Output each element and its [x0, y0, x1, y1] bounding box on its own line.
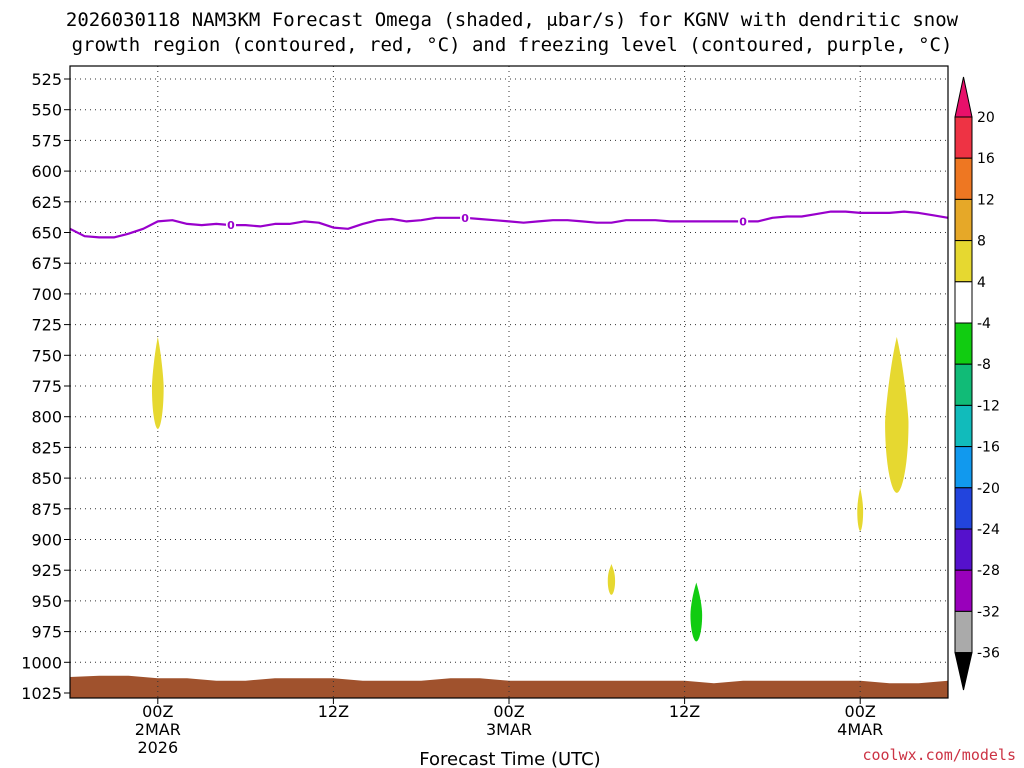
colorbar-swatch-4	[954, 281, 973, 324]
y-tick-label-1025: 1025	[21, 684, 62, 703]
freezing-level-layer: 0 0 0	[69, 210, 949, 239]
credit-text: coolwx.com/models	[862, 746, 1016, 764]
y-tick-label-850: 850	[31, 469, 62, 488]
colorbar-swatch-1	[954, 157, 973, 200]
y-tick-label-875: 875	[31, 500, 62, 519]
freezing-level-label-1: 0	[461, 212, 469, 225]
colorbar-label-11: -28	[977, 563, 1000, 579]
y-tick-label-750: 750	[31, 346, 62, 365]
y-tick-label-975: 975	[31, 623, 62, 642]
y-tick-label-525: 525	[31, 70, 62, 89]
x-tick-label-36-0: 12Z	[669, 702, 700, 721]
y-tick-label-600: 600	[31, 162, 62, 181]
y-tick-label-950: 950	[31, 592, 62, 611]
y-tick-label-1000: 1000	[21, 653, 62, 672]
freezing-level-label-2: 0	[739, 215, 747, 228]
colorbar-bottom-arrow	[954, 652, 973, 691]
x-tick-label-24-0: 00Z	[493, 702, 524, 721]
colorbar-swatch-5	[954, 322, 973, 365]
colorbar-swatch-2	[954, 198, 973, 242]
colorbar-label-9: -20	[977, 481, 1000, 497]
y-tick-label-900: 900	[31, 531, 62, 550]
x-tick-label-48-1: 4MAR	[837, 720, 883, 739]
omega-ascent-region-3	[607, 564, 616, 595]
y-tick-label-825: 825	[31, 438, 62, 457]
x-tick-label-24-1: 3MAR	[486, 720, 532, 739]
colorbar-label-1: 16	[977, 151, 995, 167]
colorbar-label-4: 4	[977, 275, 986, 291]
freezing-label-bg-1	[460, 211, 471, 224]
y-tick-label-650: 650	[31, 224, 62, 243]
omega-descent-region-4	[690, 582, 703, 642]
y-tick-label-700: 700	[31, 285, 62, 304]
x-tick-label-0-2: 2026	[137, 738, 178, 757]
y-tick-label-725: 725	[31, 316, 62, 335]
y-tick-label-550: 550	[31, 101, 62, 120]
colorbar-swatch-12	[954, 610, 973, 654]
x-tick-label-48-0: 00Z	[845, 702, 876, 721]
colorbar-label-8: -16	[977, 440, 1000, 456]
y-tick-label-775: 775	[31, 377, 62, 396]
x-axis-label: Forecast Time (UTC)	[419, 749, 600, 768]
title-line-1: 2026030118 NAM3KM Forecast Omega (shaded…	[66, 9, 959, 31]
freezing-label-bg-0	[225, 219, 236, 232]
colorbar-swatch-6	[954, 363, 973, 406]
y-tick-label-625: 625	[31, 193, 62, 212]
colorbar-label-5: -4	[977, 316, 991, 332]
y-tick-label-800: 800	[31, 408, 62, 427]
colorbar-swatch-0	[954, 116, 973, 159]
colorbar-top-arrow	[954, 76, 973, 118]
colorbar-legend: 20 16 12 8 4 -4 -8 -12 -16 -20 -24 -28 -32 -36	[954, 76, 1000, 691]
colorbar-label-7: -12	[977, 398, 1000, 414]
colorbar-label-6: -8	[977, 357, 991, 373]
colorbar-label-3: 8	[977, 234, 986, 250]
colorbar-swatch-10	[954, 528, 973, 571]
freezing-level-line	[69, 210, 949, 239]
title-line-2: growth region (contoured, red, °C) and f…	[72, 34, 953, 56]
colorbar-label-13: -36	[977, 646, 1000, 662]
freezing-label-bg-2	[738, 215, 749, 228]
omega-ascent-region-1	[885, 336, 909, 493]
y-tick-label-575: 575	[31, 131, 62, 150]
x-tick-label-0-1: 2MAR	[135, 720, 181, 739]
colorbar-swatch-8	[954, 446, 973, 489]
y-axis: 525 550 575 600 625 650 675 700 725 750 775 800 825 8…	[21, 70, 70, 703]
omega-ascent-region-0	[151, 336, 164, 429]
colorbar-swatch-9	[954, 487, 973, 530]
colorbar-swatch-3	[954, 240, 973, 283]
x-tick-label-12-0: 12Z	[318, 702, 349, 721]
colorbar-label-10: -24	[977, 522, 1000, 538]
colorbar-label-12: -32	[977, 604, 1000, 620]
freezing-level-label-0: 0	[227, 219, 235, 232]
omega-shading-layer	[151, 336, 909, 642]
colorbar-swatch-11	[954, 569, 973, 612]
x-tick-label-0-0: 00Z	[142, 702, 173, 721]
omega-ascent-region-2	[857, 487, 864, 531]
colorbar-swatch-7	[954, 404, 973, 448]
y-tick-label-925: 925	[31, 561, 62, 580]
colorbar-label-2: 12	[977, 192, 995, 208]
chart-title: 2026030118 NAM3KM Forecast Omega (shaded…	[66, 9, 959, 56]
colorbar-label-0: 20	[977, 110, 995, 126]
y-tick-label-675: 675	[31, 254, 62, 273]
